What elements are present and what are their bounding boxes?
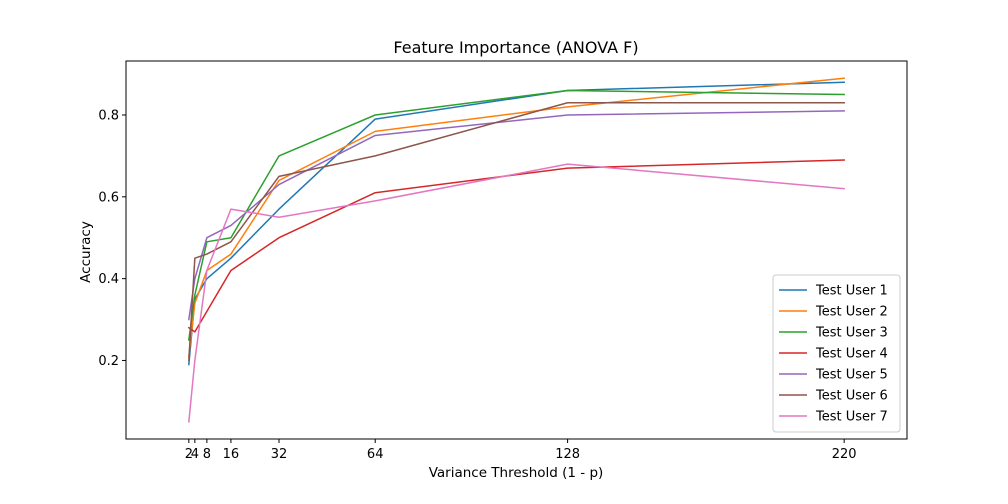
series-line-6 [188, 101, 845, 362]
legend-label-2: Test User 2 [815, 305, 888, 320]
y-tick-label: 0.6 [98, 190, 119, 205]
x-tick-label: 64 [367, 447, 384, 462]
series-line-7 [188, 163, 845, 423]
series-line-3 [187, 89, 845, 341]
x-axis: 24 8 16 32 64 128 220 [185, 439, 857, 462]
legend-label-3: Test User 3 [815, 326, 888, 341]
y-axis-label: Accuracy [78, 221, 94, 283]
chart-title: Feature Importance (ANOVA F) [393, 38, 638, 57]
x-tick-label: 4 [191, 447, 199, 462]
x-axis-label: Variance Threshold (1 - p) [429, 465, 604, 481]
legend: Test User 1 Test User 2 Test User 3 Test Us… [772, 274, 901, 433]
legend-box [772, 274, 901, 433]
legend-label-6: Test User 6 [815, 389, 888, 404]
series-line-5 [187, 110, 845, 321]
x-tick-label: 220 [832, 447, 857, 462]
plot-frame [125, 60, 908, 440]
legend-label-5: Test User 5 [815, 368, 888, 383]
y-tick-label: 0.4 [98, 272, 119, 287]
legend-label-4: Test User 4 [815, 347, 888, 362]
x-tick-label: 16 [223, 447, 240, 462]
legend-label-7: Test User 7 [815, 410, 888, 425]
x-tick-label: 2 [185, 447, 193, 462]
x-tick-label: 32 [271, 447, 288, 462]
y-axis: 0.2 0.4 0.6 0.8 [98, 109, 126, 369]
y-tick-label: 0.2 [98, 354, 119, 369]
lines-layer [187, 77, 845, 423]
x-tick-label: 8 [203, 447, 211, 462]
y-tick-label: 0.8 [98, 109, 119, 124]
series-line-4 [187, 159, 845, 333]
x-tick-label: 128 [555, 447, 580, 462]
legend-label-1: Test User 1 [815, 284, 888, 299]
